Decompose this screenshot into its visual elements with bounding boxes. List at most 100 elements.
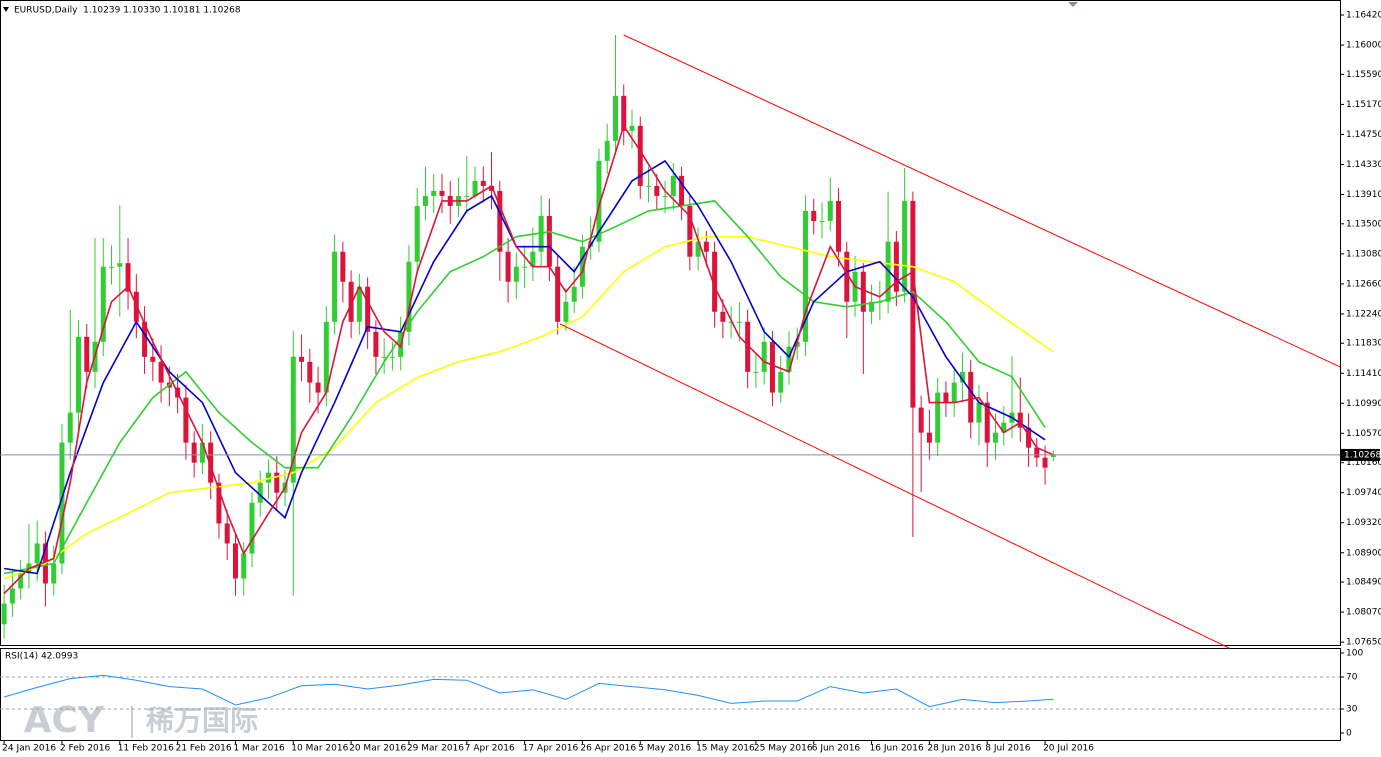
- candle-body: [935, 392, 941, 443]
- x-tick-label: 20 Mar 2016: [349, 744, 406, 754]
- x-tick-label: 5 May 2016: [638, 744, 691, 754]
- y-tick-label: 1.11830: [1346, 339, 1381, 349]
- y-tick-label: 1.13500: [1346, 219, 1381, 229]
- candle-body: [497, 190, 503, 252]
- candle-body: [158, 361, 164, 383]
- candle-body: [1, 603, 7, 625]
- candle-body: [629, 125, 635, 131]
- candle-body: [464, 195, 470, 197]
- candle-body: [117, 263, 123, 267]
- candle-body: [893, 241, 899, 292]
- y-tick-label: 1.15590: [1346, 70, 1381, 80]
- candle-body: [885, 241, 891, 302]
- candle-body: [761, 341, 767, 372]
- candle-body: [992, 432, 998, 443]
- candle-body: [926, 432, 932, 443]
- candle-body: [703, 241, 709, 252]
- chart-title: EURUSD,Daily 1.10239 1.10330 1.10181 1.1…: [14, 6, 241, 16]
- x-tick-label: 21 Feb 2016: [176, 744, 232, 754]
- trend-line: [623, 34, 1341, 368]
- y-tick-label: 1.09320: [1346, 518, 1381, 528]
- y-tick-label: 1.08900: [1346, 548, 1381, 558]
- candle-body: [224, 523, 230, 544]
- candle-body: [621, 95, 627, 131]
- candle-body: [555, 266, 561, 322]
- candle-body: [75, 336, 81, 413]
- candle-body: [480, 180, 486, 186]
- candle-body: [802, 210, 808, 342]
- candle-body: [745, 321, 751, 372]
- candle-body: [332, 251, 338, 322]
- candle-body: [869, 301, 875, 312]
- candle-body: [84, 336, 90, 372]
- y-tick-label: 30: [1346, 705, 1358, 715]
- candle-body: [307, 361, 313, 383]
- candle-body: [191, 442, 197, 463]
- candle-body: [299, 356, 305, 362]
- candle-body: [844, 251, 850, 302]
- main-frame: [0, 0, 1341, 646]
- candle-body: [1026, 427, 1032, 448]
- candle-body: [778, 371, 784, 393]
- candle-body: [646, 185, 652, 187]
- candle-body: [637, 125, 643, 186]
- x-tick-label: 20 Jul 2016: [1043, 744, 1094, 754]
- candle-body: [274, 472, 280, 493]
- y-tick-label: 1.15170: [1346, 100, 1381, 110]
- candle-body: [356, 286, 362, 322]
- symbol-menu-icon[interactable]: [3, 7, 9, 12]
- x-tick-label: 10 Mar 2016: [291, 744, 348, 754]
- candle-body: [654, 185, 660, 196]
- candle-body: [439, 190, 445, 196]
- y-tick-label: 1.16420: [1346, 11, 1381, 21]
- candle-body: [67, 412, 73, 443]
- candle-body: [1042, 457, 1048, 468]
- y-tick-label: 1.12240: [1346, 309, 1381, 319]
- candle-body: [9, 588, 15, 604]
- candle-body: [687, 205, 693, 257]
- candle-body: [34, 543, 40, 564]
- candle-body: [811, 210, 817, 221]
- candle-body: [720, 311, 726, 322]
- candle-body: [530, 251, 536, 267]
- candle-body: [422, 195, 428, 206]
- candle-body: [976, 402, 982, 423]
- y-tick-label: 1.13080: [1346, 249, 1381, 259]
- candle-body: [51, 563, 57, 584]
- x-tick-label: 2 Feb 2016: [60, 744, 111, 754]
- candle-body: [662, 195, 668, 197]
- price-label-box: [1341, 448, 1380, 461]
- x-tick-label: 24 Jan 2016: [2, 744, 56, 754]
- candle-body: [241, 553, 247, 579]
- candle-body: [604, 140, 610, 161]
- y-tick-label: 1.12660: [1346, 279, 1381, 289]
- candle-body: [910, 200, 916, 408]
- x-tick-label: 6 Jun 2016: [812, 744, 861, 754]
- candle-body: [513, 266, 519, 282]
- watermark-brand: ACY: [24, 700, 105, 741]
- candle-body: [612, 95, 618, 141]
- moving-average: [3, 124, 1054, 595]
- candle-body: [959, 371, 965, 383]
- candle-body: [571, 286, 577, 302]
- y-tick-label: 1.08490: [1346, 578, 1381, 588]
- candle-body: [1050, 454, 1056, 458]
- candle-body: [290, 356, 296, 483]
- candle-body: [216, 482, 222, 524]
- x-tick-label: 26 Apr 2016: [580, 744, 636, 754]
- shift-marker[interactable]: [1068, 2, 1078, 7]
- y-tick-label: 70: [1346, 673, 1358, 683]
- x-tick-label: 11 Feb 2016: [118, 744, 174, 754]
- x-tick-label: 1 Mar 2016: [233, 744, 285, 754]
- trend-line: [559, 323, 1231, 650]
- candle-body: [199, 442, 205, 463]
- y-tick-label: 1.10570: [1346, 429, 1381, 439]
- y-tick-label: 1.09740: [1346, 488, 1381, 498]
- candle-body: [712, 251, 718, 312]
- price-label: 1.10268: [1344, 450, 1381, 460]
- candle-body: [323, 321, 329, 393]
- y-tick-label: 1.16000: [1346, 41, 1381, 51]
- y-tick-label: 1.11410: [1346, 369, 1381, 379]
